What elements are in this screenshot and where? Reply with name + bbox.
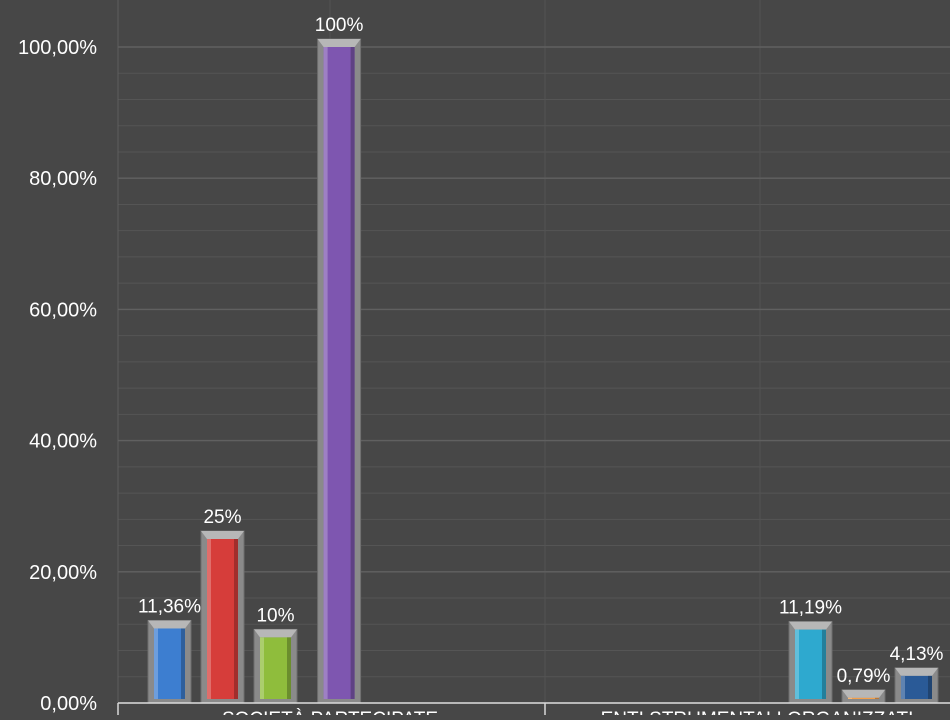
bar-bevel-top: [842, 689, 885, 698]
bar-highlight: [207, 539, 211, 699]
bars: [147, 38, 939, 704]
data-label: 11,36%: [138, 596, 201, 617]
bar: [848, 697, 879, 699]
bar-highlight: [323, 47, 328, 699]
bar-bevel-top: [148, 620, 191, 629]
bar: [323, 47, 355, 699]
bar-bevel-top: [254, 629, 297, 638]
bar-highlight: [795, 629, 799, 699]
bar-shade: [928, 675, 932, 699]
data-label: 25%: [203, 507, 241, 528]
bar-bevel-top: [317, 39, 361, 47]
bar-highlight: [901, 675, 905, 699]
bar: [260, 637, 291, 699]
bar: [901, 675, 932, 699]
data-label: 10%: [256, 605, 294, 626]
y-tick-label: 20,00%: [29, 562, 97, 584]
bar: [154, 628, 185, 699]
data-label: 11,19%: [779, 598, 842, 619]
bar-shade: [875, 697, 879, 699]
bar-bevel-top: [789, 621, 832, 630]
bar-shade: [287, 637, 291, 699]
data-label: 4,13%: [890, 644, 944, 665]
data-label: 100%: [315, 15, 364, 36]
bar-highlight: [848, 697, 852, 699]
y-tick-label: 0,00%: [40, 693, 97, 715]
bar-bevel-top: [201, 531, 244, 539]
bar: [795, 629, 826, 699]
x-axis: SOCIETÀ PARTECIPATE ENTI STRUMENTALI ORGA…: [117, 702, 950, 720]
category-label: SOCIETÀ PARTECIPATE: [222, 709, 438, 715]
y-axis-tick-labels: 0,00% 20,00% 40,00% 60,00% 80,00% 100,00%: [18, 37, 97, 715]
bar-highlight: [260, 637, 264, 699]
bar-highlight: [154, 628, 158, 699]
bar-bevel-top: [895, 667, 938, 676]
data-label: 0,79%: [837, 666, 891, 687]
category-label: ENTI STRUMENTALI ORGANIZZATI: [601, 709, 914, 715]
bar: [207, 539, 238, 699]
data-labels: 11,36% 25% 10% 100% 11,19% 0,79%4,13%: [138, 15, 944, 687]
bar-shade: [822, 629, 826, 699]
bar-shade: [234, 539, 238, 699]
y-tick-label: 60,00%: [29, 299, 97, 321]
y-tick-label: 100,00%: [18, 37, 97, 59]
bar-shade: [350, 47, 355, 699]
bar-shade: [181, 628, 185, 699]
y-tick-label: 40,00%: [29, 431, 97, 453]
y-tick-label: 80,00%: [29, 168, 97, 190]
